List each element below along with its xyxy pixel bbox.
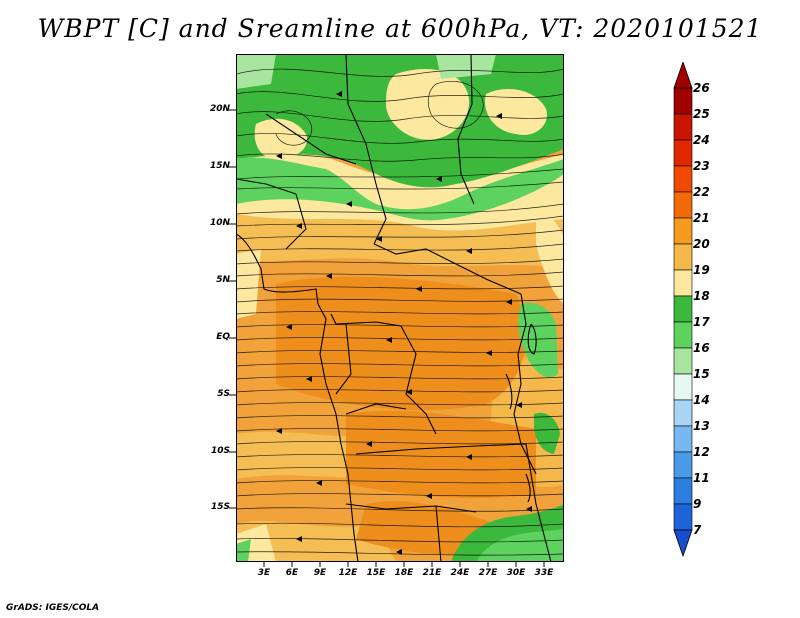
lon-label-15e: 15E (366, 568, 386, 578)
colorbar-swatch (673, 399, 693, 427)
lon-label-3e: 3E (257, 568, 271, 578)
lon-label-18e: 18E (394, 568, 414, 578)
colorbar-swatch (673, 243, 693, 271)
colorbar-level-label: 11 (693, 471, 710, 485)
colorbar-bottom-arrow (673, 529, 693, 558)
colorbar-swatch (673, 269, 693, 297)
footer-credit: GrADS: IGES/COLA (6, 603, 100, 613)
lon-ticks (263, 561, 545, 567)
lat-label-10n: 10N (209, 218, 230, 228)
colorbar-level-label: 21 (693, 211, 710, 225)
lon-label-6e: 6E (285, 568, 299, 578)
map-title: WBPT [C] and Sreamline at 600hPa, VT: 20… (37, 14, 763, 43)
colorbar-level-label: 23 (693, 159, 710, 173)
colorbar-swatch (673, 503, 693, 531)
lat-label-15n: 15N (209, 161, 230, 171)
colorbar-swatch (673, 477, 693, 505)
colorbar-top-arrow (673, 62, 693, 89)
lon-label-30e: 30E (506, 568, 526, 578)
colorbar (673, 62, 693, 558)
colorbar-swatch (673, 113, 693, 141)
colorbar-level-label: 14 (693, 393, 710, 407)
colorbar-level-label: 15 (693, 367, 710, 381)
colorbar-level-label: 25 (693, 107, 710, 121)
colorbar-level-label: 26 (693, 81, 710, 95)
colorbar-swatch (673, 451, 693, 479)
lat-label-5n: 5N (216, 275, 230, 285)
lat-label-10s: 10S (210, 446, 230, 456)
colorbar-level-label: 13 (693, 419, 710, 433)
lon-label-27e: 27E (478, 568, 498, 578)
colorbar-level-label: 24 (693, 133, 710, 147)
lon-label-24e: 24E (450, 568, 470, 578)
lat-ticks (229, 109, 236, 509)
lon-label-9e: 9E (313, 568, 327, 578)
lon-label-33e: 33E (534, 568, 554, 578)
colorbar-swatch (673, 87, 693, 115)
lon-label-21e: 21E (422, 568, 442, 578)
colorbar-level-label: 9 (693, 497, 702, 511)
lat-label-15s: 15S (210, 502, 230, 512)
colorbar-level-label: 16 (693, 341, 710, 355)
colorbar-level-label: 7 (693, 523, 702, 537)
map-panel (236, 54, 564, 562)
colorbar-swatch (673, 191, 693, 219)
colorbar-level-label: 19 (693, 263, 710, 277)
lat-label-eq: EQ (216, 332, 230, 342)
colorbar-swatch (673, 373, 693, 401)
lat-label-5s: 5S (217, 389, 230, 399)
map-canvas (236, 54, 564, 562)
colorbar-swatch (673, 165, 693, 193)
colorbar-level-label: 22 (693, 185, 710, 199)
colorbar-swatch (673, 295, 693, 323)
streamline-arrows (276, 91, 532, 555)
colorbar-swatch (673, 425, 693, 453)
colorbar-swatches (673, 87, 693, 531)
colorbar-swatch (673, 347, 693, 375)
colorbar-swatch (673, 139, 693, 167)
colorbar-level-label: 17 (693, 315, 710, 329)
lon-label-12e: 12E (338, 568, 358, 578)
colorbar-swatch (673, 321, 693, 349)
country-borders (236, 54, 552, 562)
colorbar-level-label: 20 (693, 237, 710, 251)
colorbar-swatch (673, 217, 693, 245)
lat-label-20n: 20N (209, 104, 230, 114)
colorbar-level-label: 12 (693, 445, 710, 459)
colorbar-level-label: 18 (693, 289, 710, 303)
